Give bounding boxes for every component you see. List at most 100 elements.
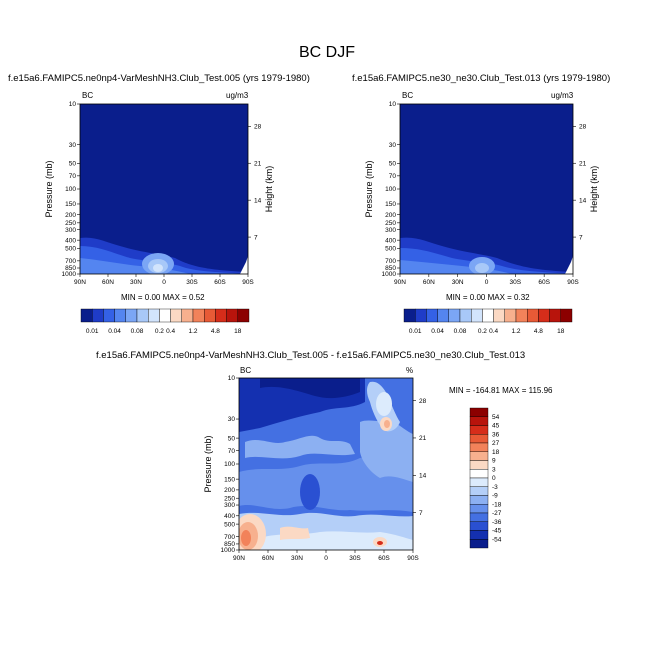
colorbar-label: 0.2 bbox=[155, 328, 164, 335]
lat-tick-label: 60S bbox=[378, 555, 390, 562]
pressure-tick-label: 70 bbox=[389, 173, 397, 180]
colorbar-swatch bbox=[469, 425, 489, 435]
colorbar-label: -45 bbox=[492, 528, 502, 535]
panel1-plot-area bbox=[80, 104, 248, 274]
panel1-left-label: BC bbox=[82, 91, 94, 100]
colorbar-swatch bbox=[469, 512, 489, 522]
colorbar-swatch bbox=[437, 308, 449, 323]
lat-tick-label: 30N bbox=[452, 279, 464, 286]
colorbar-swatch bbox=[203, 308, 216, 323]
colorbar-swatch bbox=[469, 486, 489, 496]
height-tick-label: 14 bbox=[419, 473, 427, 480]
pressure-tick-label: 850 bbox=[385, 265, 396, 272]
height-tick-label: 28 bbox=[579, 124, 587, 131]
lat-tick-label: 30N bbox=[291, 555, 303, 562]
colorbar-swatch bbox=[226, 308, 239, 323]
pressure-tick-label: 70 bbox=[228, 448, 236, 455]
lat-tick-label: 0 bbox=[324, 555, 328, 562]
pressure-tick-label: 850 bbox=[224, 541, 235, 548]
colorbar-label: 9 bbox=[492, 458, 496, 465]
panel3-stats: MIN = -164.81 MAX = 115.96 bbox=[449, 386, 553, 395]
colorbar-swatch bbox=[469, 434, 489, 444]
pressure-tick-label: 50 bbox=[69, 161, 77, 168]
colorbar-swatch bbox=[538, 308, 550, 323]
y-axis-label: Pressure (mb) bbox=[364, 160, 374, 217]
pressure-tick-label: 30 bbox=[69, 142, 77, 149]
colorbar-label: 0.01 bbox=[409, 328, 422, 335]
lat-tick-label: 90N bbox=[74, 279, 86, 286]
lat-tick-label: 30N bbox=[130, 279, 142, 286]
pressure-tick-label: 300 bbox=[224, 502, 235, 509]
colorbar-label: 0.08 bbox=[131, 328, 144, 335]
colorbar-swatch bbox=[469, 469, 489, 479]
colorbar-swatch bbox=[469, 407, 489, 417]
lat-tick-label: 30S bbox=[186, 279, 198, 286]
main-title: BC DJF bbox=[299, 44, 355, 61]
panel2-left-label: BC bbox=[402, 91, 414, 100]
lat-tick-label: 0 bbox=[485, 279, 489, 286]
colorbar-label: 0.08 bbox=[454, 328, 467, 335]
colorbar-label: 4.8 bbox=[534, 328, 543, 335]
colorbar-label: 36 bbox=[492, 431, 500, 438]
colorbar-label: 1.2 bbox=[511, 328, 520, 335]
colorbar-swatch bbox=[103, 308, 115, 323]
colorbar-label: -9 bbox=[492, 493, 498, 500]
lat-tick-label: 60N bbox=[262, 555, 274, 562]
colorbar-label: 45 bbox=[492, 423, 500, 430]
height-tick-label: 14 bbox=[579, 197, 587, 204]
pressure-tick-label: 30 bbox=[389, 142, 397, 149]
pressure-tick-label: 50 bbox=[389, 161, 397, 168]
lat-tick-label: 90N bbox=[233, 555, 245, 562]
colorbar-swatch bbox=[80, 308, 93, 323]
colorbar-swatch bbox=[469, 442, 489, 452]
y2-axis-label: Height (km) bbox=[264, 166, 274, 213]
pressure-tick-label: 100 bbox=[224, 461, 235, 468]
pressure-tick-label: 500 bbox=[385, 246, 396, 253]
colorbar-label: 3 bbox=[492, 466, 496, 473]
height-tick-label: 21 bbox=[254, 160, 262, 167]
panel1-ticks: 1030507010015020025030040050070085010002… bbox=[44, 101, 274, 286]
colorbar-swatch bbox=[515, 308, 528, 323]
height-tick-label: 21 bbox=[579, 160, 587, 167]
panel2-ticks: 1030507010015020025030040050070085010002… bbox=[364, 101, 599, 286]
colorbar-swatch bbox=[470, 308, 483, 323]
colorbar-swatch bbox=[469, 416, 489, 426]
colorbar-swatch bbox=[504, 308, 517, 323]
colorbar-label: 0.04 bbox=[108, 328, 121, 335]
colorbar-swatch bbox=[403, 308, 416, 323]
pressure-tick-label: 1000 bbox=[62, 271, 77, 278]
colorbar-swatch bbox=[459, 308, 472, 323]
colorbar-label: 0.4 bbox=[166, 328, 175, 335]
colorbar-label: 18 bbox=[492, 449, 500, 456]
panel2-title: f.e15a6.FAMIPC5.ne30_ne30.Club_Test.013 … bbox=[352, 73, 611, 84]
lat-tick-label: 60S bbox=[538, 279, 550, 286]
height-tick-label: 21 bbox=[419, 435, 427, 442]
colorbar-swatch bbox=[469, 495, 489, 505]
colorbar-swatch bbox=[526, 308, 539, 323]
colorbar-swatch bbox=[159, 308, 171, 323]
lat-tick-label: 60N bbox=[423, 279, 435, 286]
pressure-tick-label: 70 bbox=[69, 173, 77, 180]
colorbar-swatch bbox=[469, 539, 489, 549]
colorbar-label: -3 bbox=[492, 484, 498, 491]
lat-tick-label: 90S bbox=[567, 279, 579, 286]
pressure-tick-label: 700 bbox=[224, 534, 235, 541]
y-axis-label: Pressure (mb) bbox=[44, 160, 54, 217]
colorbar-label: 27 bbox=[492, 440, 500, 447]
colorbar-swatch bbox=[560, 308, 573, 323]
panel3-right-label: % bbox=[406, 366, 414, 375]
pressure-tick-label: 400 bbox=[385, 237, 396, 244]
pressure-tick-label: 100 bbox=[385, 186, 396, 193]
panel3-left-label: BC bbox=[240, 366, 252, 375]
pressure-tick-label: 700 bbox=[385, 258, 396, 265]
panel1-title: f.e15a6.FAMIPC5.ne0np4-VarMeshNH3.Club_T… bbox=[8, 73, 310, 84]
height-tick-label: 7 bbox=[419, 510, 423, 517]
colorbar-swatch bbox=[549, 308, 562, 323]
colorbar-label: 1.2 bbox=[188, 328, 197, 335]
colorbar-label: -18 bbox=[492, 501, 502, 508]
colorbar-top-left: 0.01 0.04 0.08 0.2 0.4 1.2 4.8 18 bbox=[80, 308, 250, 335]
colorbar-swatch bbox=[426, 308, 438, 323]
panel2-right-label: ug/m3 bbox=[551, 91, 574, 100]
pressure-tick-label: 250 bbox=[224, 495, 235, 502]
